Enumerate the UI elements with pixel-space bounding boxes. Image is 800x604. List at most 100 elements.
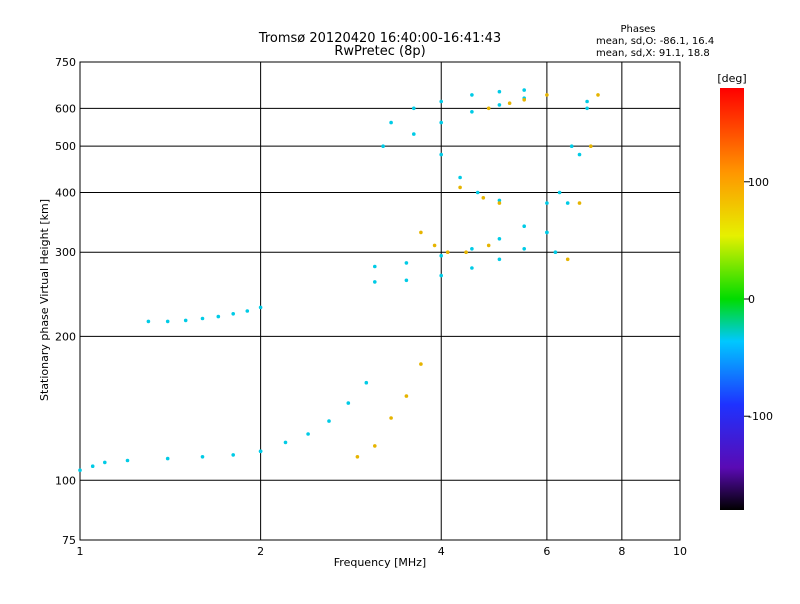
data-point-x [419,362,423,366]
x-tick-label: 10 [673,545,687,558]
data-point-o [146,319,151,324]
data-point-x [355,455,360,459]
data-point-o [389,120,393,125]
data-point-o [78,468,82,473]
data-point-o [327,419,331,423]
data-point-o [470,110,474,114]
legend-title: Phases [620,24,655,35]
y-tick-label: 400 [55,186,76,199]
y-tick-label: 600 [55,102,76,115]
data-point-x [404,394,409,398]
legend-entry-x: mean, sd,X: 91.1, 18.8 [596,48,710,59]
y-tick-label: 200 [55,330,76,343]
data-point-x [432,243,437,248]
x-tick-label: 4 [438,545,445,558]
data-point-x [507,101,512,105]
data-point-o [306,432,310,436]
data-point-o [183,318,188,323]
plot-frame [79,61,681,541]
data-point-o [245,309,250,313]
data-point-o [545,201,549,205]
colorbar-tick-label: 100 [748,176,769,189]
data-point-o [404,261,409,265]
data-point-o [470,266,474,270]
data-point-o [412,106,416,111]
data-point-x [522,98,526,102]
data-point-o [103,460,107,465]
data-point-x [458,185,462,190]
data-point-o [439,253,444,258]
data-point-x [545,93,549,97]
data-point-o [231,312,235,316]
data-point-x [577,201,582,205]
data-point-o [585,106,589,111]
data-point-o [364,380,369,385]
data-point-o [258,305,263,310]
data-point-o [585,99,589,104]
data-point-x [565,257,570,262]
data-point-x [486,106,491,111]
data-point-o [125,458,130,463]
y-tick-labels: 75 100 200 300 400 500 600 750 [55,56,76,547]
data-point-o [165,456,170,461]
data-point-o [497,198,502,203]
data-points [78,88,600,473]
y-tick-label: 300 [55,246,76,259]
data-point-x [596,93,600,97]
chart-subtitle: RwPretec (8p) [334,44,425,59]
data-point-o [545,230,549,235]
data-point-o [404,278,409,283]
data-point-o [577,152,582,157]
data-point-o [283,440,288,445]
data-point-o [522,88,526,92]
data-point-o [458,175,462,180]
colorbar-tick-label: 0 [748,293,755,306]
x-tick-labels: 1 2 4 6 8 10 [77,545,688,558]
data-point-x [389,416,393,420]
legend-entry-o: mean, sd,O: -86.1, 16.4 [596,36,714,47]
y-tick-label: 100 [55,474,76,487]
x-tick-label: 6 [543,545,550,558]
data-point-o [497,103,502,107]
data-point-o [439,273,444,278]
data-point-x [419,230,423,235]
data-point-o [522,224,526,228]
data-point-o [439,152,444,157]
y-tick-label: 750 [55,56,76,69]
data-point-o [497,257,502,262]
data-point-o [258,449,263,454]
data-point-o [216,314,221,319]
colorbar-tick-label: -100 [748,410,773,423]
data-point-x [481,196,486,200]
data-point-o [381,144,385,148]
data-point-x [373,444,377,448]
x-tick-label: 2 [257,545,264,558]
x-axis-label: Frequency [MHz] [334,556,426,569]
data-point-o [90,464,95,469]
data-point-o [497,89,502,94]
data-point-o [475,190,480,195]
data-point-o [557,190,562,195]
data-point-o [522,247,526,251]
colorbar-label: [deg] [717,72,746,85]
data-point-o [346,401,351,405]
data-point-o [439,99,444,104]
data-point-x [589,144,593,148]
grid-lines [80,62,680,540]
data-point-o [373,280,377,284]
data-point-x [464,250,468,254]
data-point-o [439,120,444,125]
y-tick-label: 500 [55,140,76,153]
data-point-o [565,201,570,205]
data-point-x [445,250,450,254]
y-axis-label: Stationary phase Virtual Height [km] [38,199,51,401]
data-point-o [231,453,235,457]
data-point-o [373,264,377,269]
y-tick-label: 75 [62,534,76,547]
data-point-o [200,455,205,459]
data-point-o [165,319,170,324]
data-point-x [497,201,502,205]
data-point-o [569,144,574,148]
